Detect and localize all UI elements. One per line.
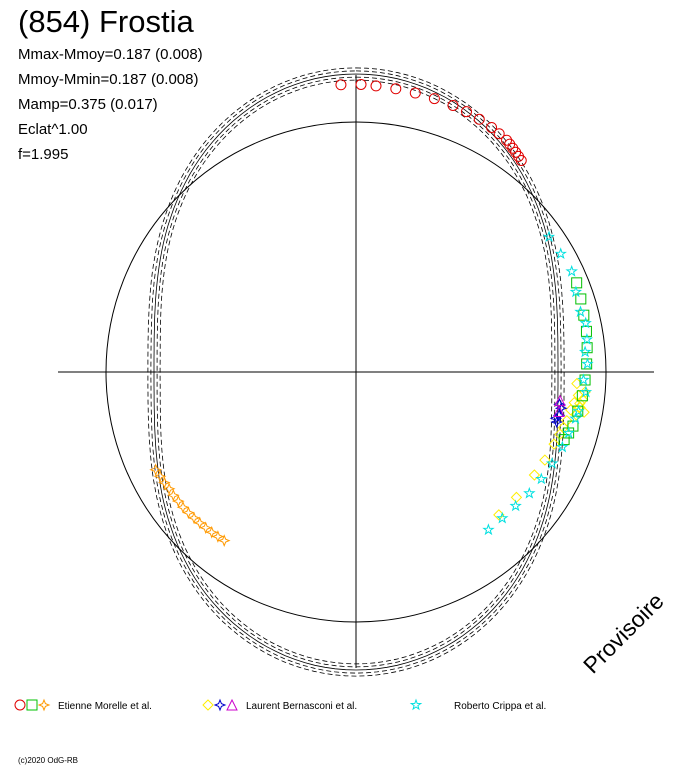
data-point — [493, 128, 505, 140]
data-point — [574, 305, 587, 318]
data-point — [501, 134, 513, 146]
data-point — [166, 488, 180, 502]
data-point — [554, 247, 567, 260]
data-point — [193, 516, 207, 530]
data-point — [553, 397, 566, 411]
data-point — [581, 358, 593, 370]
data-point — [370, 80, 382, 92]
legend: Etienne Morelle et al. Laurent Bernasconi… — [14, 698, 546, 712]
model-curve — [147, 67, 565, 677]
data-point — [390, 83, 402, 95]
data-point — [554, 394, 566, 407]
data-point — [569, 285, 582, 298]
data-point — [482, 523, 495, 536]
data-point — [182, 506, 195, 519]
model-curve — [150, 70, 562, 674]
data-point — [187, 511, 201, 525]
legend-label: Etienne Morelle et al. — [58, 701, 152, 712]
data-point — [539, 454, 551, 466]
data-point — [473, 113, 485, 125]
data-point — [528, 469, 541, 481]
legend-symbol — [37, 698, 51, 712]
data-point — [575, 293, 587, 305]
stat-max: Mmax-Mmoy=0.187 (0.008) — [18, 46, 203, 63]
data-point — [550, 415, 564, 429]
data-point — [578, 406, 590, 418]
chart-title: (854) Frostia — [18, 4, 194, 39]
data-point — [460, 106, 472, 118]
data-point — [569, 412, 582, 424]
data-point — [565, 264, 578, 277]
model-curve — [159, 79, 553, 665]
data-point — [447, 100, 459, 112]
data-point — [355, 78, 367, 90]
legend-symbol — [409, 698, 423, 711]
data-point — [149, 463, 163, 477]
legend-label: Roberto Crippa et al. — [454, 701, 546, 712]
data-point — [335, 79, 347, 91]
data-point — [428, 93, 440, 105]
data-point — [580, 332, 594, 345]
model-curve — [156, 76, 556, 668]
legend-label: Laurent Bernasconi et al. — [246, 701, 357, 712]
data-point — [553, 405, 565, 417]
data-point — [504, 138, 516, 150]
stat-eclat: Eclat^1.00 — [18, 121, 88, 138]
data-point — [199, 521, 213, 535]
data-point — [562, 426, 575, 439]
stat-amplitude: Mamp=0.375 (0.017) — [18, 96, 158, 113]
data-point — [217, 534, 231, 547]
data-point — [571, 277, 583, 289]
data-point — [515, 154, 527, 166]
legend-symbol — [14, 699, 26, 711]
data-point — [579, 345, 592, 358]
data-point — [158, 476, 171, 489]
legend-symbol — [213, 698, 227, 712]
legend-symbol — [202, 699, 214, 711]
legend-symbol — [26, 699, 38, 711]
data-point — [542, 230, 556, 243]
data-point — [523, 486, 536, 499]
legend-symbol — [226, 698, 238, 711]
data-point — [205, 525, 219, 539]
data-point — [509, 499, 522, 512]
data-point — [579, 316, 592, 329]
data-point — [409, 87, 421, 99]
data-point — [579, 385, 593, 398]
stat-f: f=1.995 — [18, 146, 69, 163]
data-point — [558, 434, 570, 446]
data-point — [211, 530, 225, 543]
copyright: (c)2020 OdG-RB — [18, 756, 79, 765]
model-curve — [153, 73, 559, 671]
data-point — [548, 438, 560, 450]
data-point — [556, 440, 569, 453]
data-point — [546, 457, 559, 469]
data-point — [176, 500, 190, 514]
data-point — [549, 411, 563, 425]
data-point — [153, 469, 167, 483]
data-point — [496, 511, 509, 524]
data-points — [149, 78, 594, 547]
data-point — [572, 405, 584, 417]
data-point — [510, 491, 523, 504]
data-point — [577, 373, 590, 386]
data-point — [572, 404, 585, 417]
data-point — [162, 482, 176, 496]
data-point — [535, 472, 548, 485]
data-point — [486, 121, 498, 133]
model-curves — [147, 67, 565, 677]
data-point — [581, 357, 594, 370]
stats-block: Mmax-Mmoy=0.187 (0.008) Mmoy-Mmin=0.187 … — [18, 42, 203, 167]
data-point — [171, 494, 185, 508]
stat-min: Mmoy-Mmin=0.187 (0.008) — [18, 71, 199, 88]
reference-circle — [105, 121, 607, 623]
